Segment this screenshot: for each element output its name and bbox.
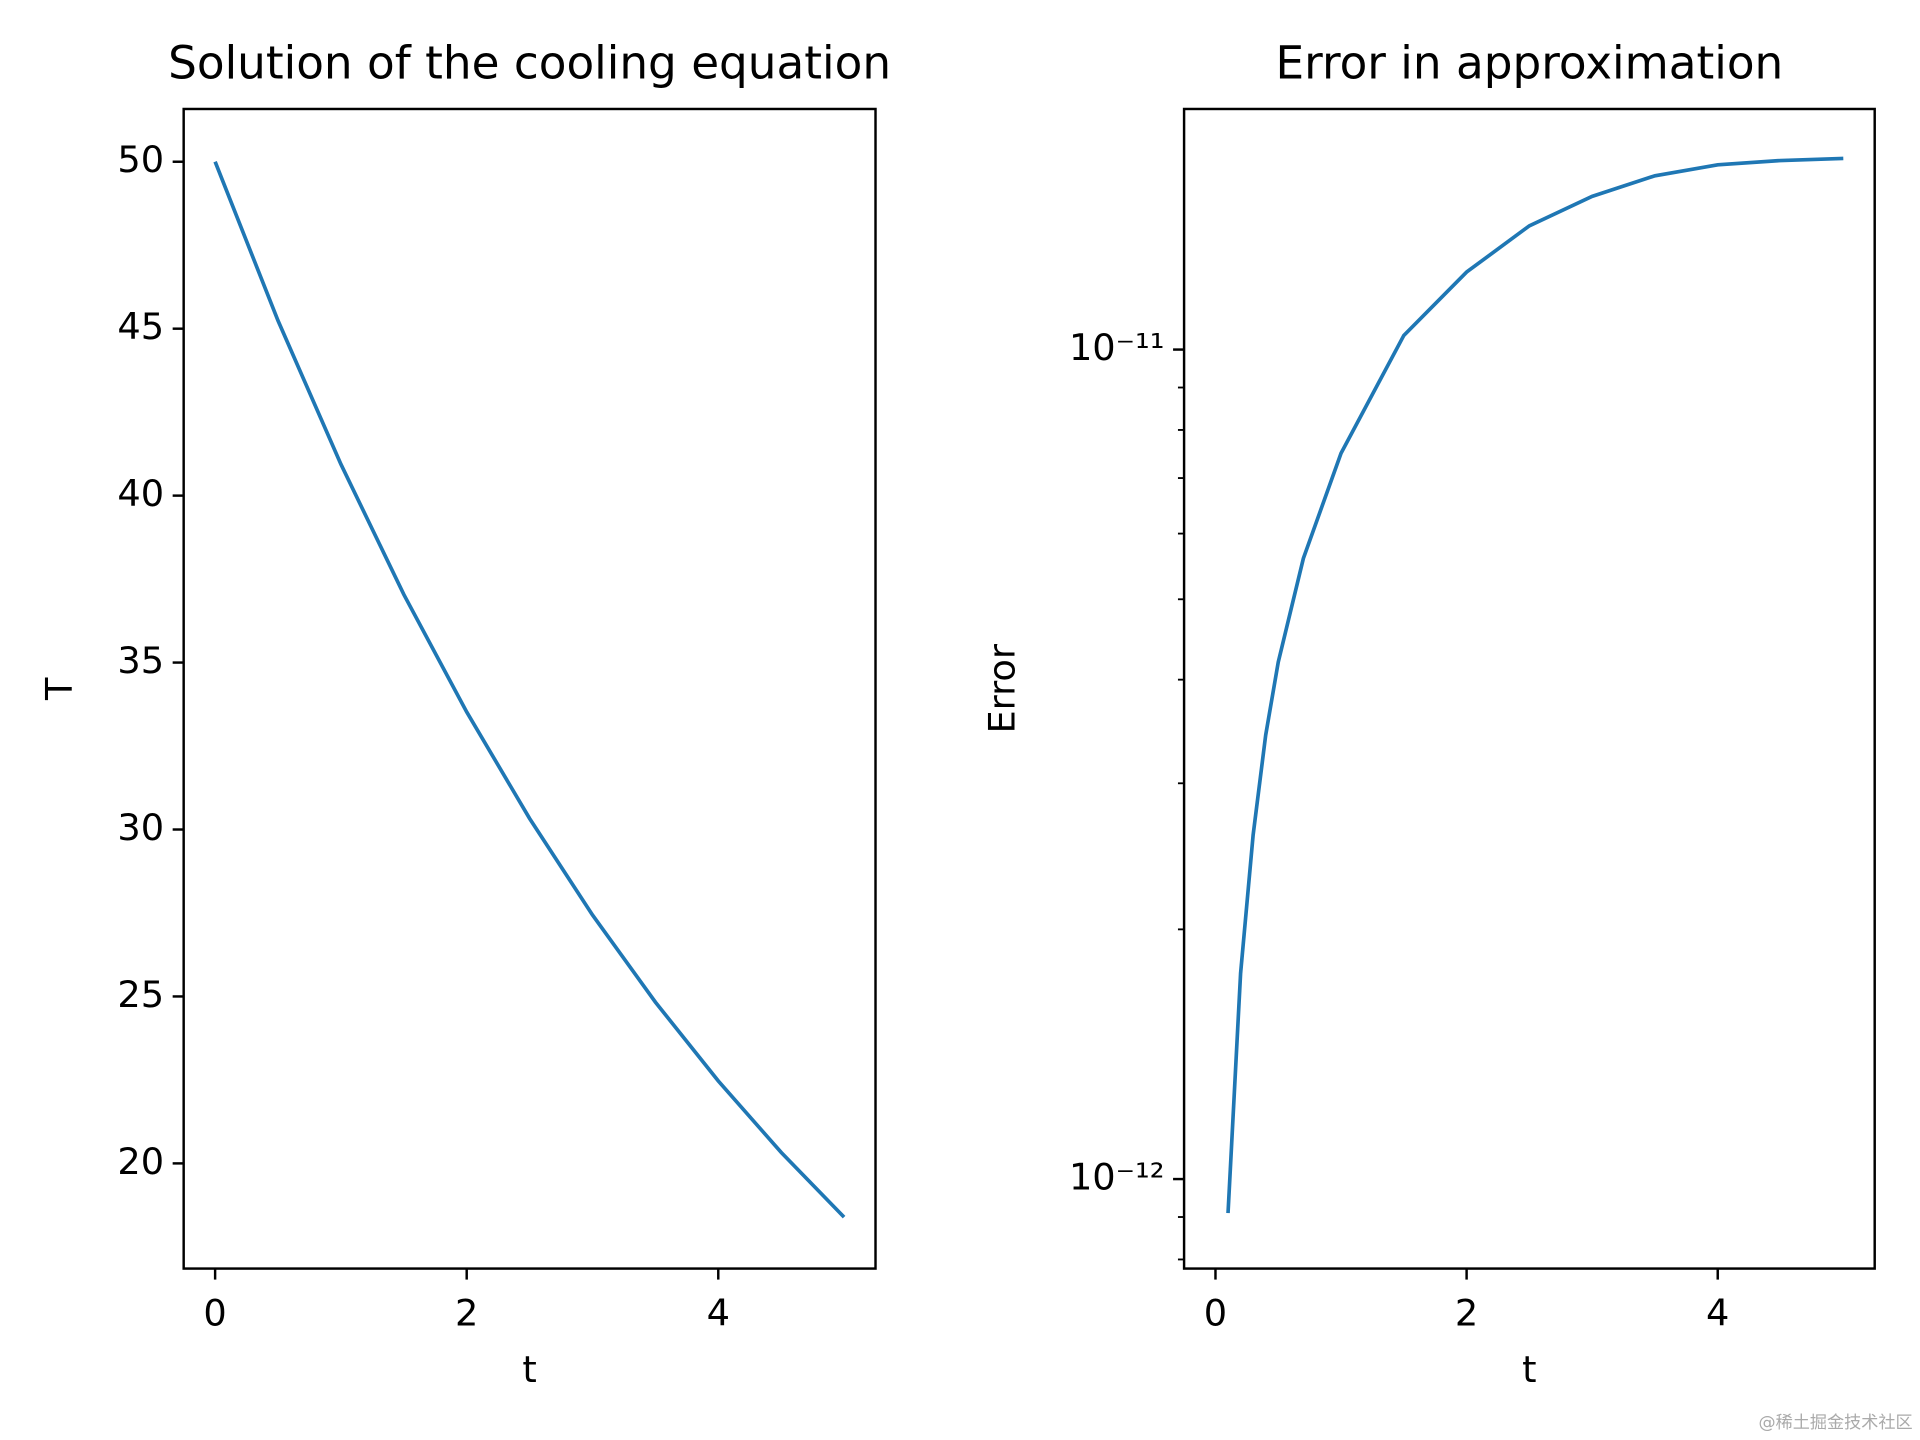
y-tick-label: 30 bbox=[117, 806, 164, 849]
y-tick-label: 50 bbox=[117, 138, 164, 181]
x-tick-label: 0 bbox=[203, 1292, 226, 1335]
watermark: @稀土掘金技术社区 bbox=[1759, 1413, 1913, 1433]
x-axis-label: t bbox=[522, 1348, 536, 1391]
y-tick-label: 25 bbox=[117, 973, 164, 1016]
y-tick-label: 45 bbox=[117, 305, 164, 348]
y-tick-label: 20 bbox=[117, 1140, 164, 1183]
x-tick-label: 2 bbox=[1455, 1292, 1478, 1335]
y-axis-label: Error bbox=[981, 643, 1024, 733]
y-tick-label: 40 bbox=[117, 472, 164, 515]
chart-title: Error in approximation bbox=[1276, 37, 1784, 90]
y-tick-label: 10⁻¹¹ bbox=[1069, 326, 1165, 369]
x-tick-label: 0 bbox=[1204, 1292, 1227, 1335]
x-axis-label: t bbox=[1522, 1348, 1536, 1391]
y-axis-label: T bbox=[38, 677, 81, 701]
x-tick-label: 4 bbox=[707, 1292, 730, 1335]
x-tick-label: 2 bbox=[455, 1292, 478, 1335]
data-line bbox=[1226, 156, 1844, 1214]
x-tick-label: 4 bbox=[1706, 1292, 1729, 1335]
data-line bbox=[213, 161, 846, 1219]
chart-title: Solution of the cooling equation bbox=[168, 37, 891, 90]
axes-frame bbox=[1182, 107, 1876, 1270]
y-tick-label: 10⁻¹² bbox=[1069, 1156, 1165, 1199]
y-tick-label: 35 bbox=[117, 639, 164, 682]
axes-frame bbox=[182, 107, 877, 1270]
